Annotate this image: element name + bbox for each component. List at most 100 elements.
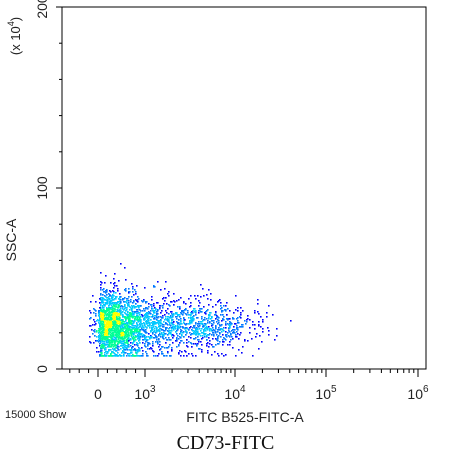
data-point [215, 311, 217, 313]
data-point [113, 291, 115, 293]
data-point [134, 348, 136, 350]
data-point [150, 347, 152, 349]
data-point [215, 338, 217, 340]
data-point [101, 323, 103, 325]
data-point [130, 329, 132, 331]
data-point [221, 324, 223, 326]
data-point [146, 317, 148, 319]
data-point [244, 340, 246, 342]
data-point [139, 337, 141, 339]
data-point [118, 333, 120, 335]
data-point [115, 313, 117, 315]
data-point [201, 311, 203, 313]
data-point [123, 316, 125, 318]
data-point [118, 321, 120, 323]
data-point [115, 323, 117, 325]
data-point [148, 311, 150, 313]
data-point [208, 314, 210, 316]
data-point [115, 302, 117, 304]
data-point [117, 348, 119, 350]
data-point [134, 329, 136, 331]
data-point [132, 328, 134, 330]
data-point [156, 316, 158, 318]
data-point [249, 332, 251, 334]
data-point [122, 298, 124, 300]
data-point [136, 342, 138, 344]
data-point [111, 318, 113, 320]
data-point [196, 334, 198, 336]
data-point [102, 339, 104, 341]
data-point [178, 322, 180, 324]
data-point [163, 335, 165, 337]
data-point [212, 346, 214, 348]
data-point [181, 311, 183, 313]
data-point [107, 300, 109, 302]
data-point [112, 311, 114, 313]
data-point [104, 329, 106, 331]
data-point [129, 323, 131, 325]
data-point [108, 326, 110, 328]
data-point [242, 324, 244, 326]
data-point [133, 325, 135, 327]
data-point [115, 329, 117, 331]
data-point [203, 306, 205, 308]
data-point [122, 306, 124, 308]
data-point [131, 321, 133, 323]
data-point [140, 326, 142, 328]
data-point [158, 323, 160, 325]
data-point [116, 312, 118, 314]
data-point [107, 330, 109, 332]
data-point [100, 347, 102, 349]
data-point [126, 318, 128, 320]
data-point [90, 301, 92, 303]
data-point [148, 318, 150, 320]
data-point [127, 334, 129, 336]
data-point [196, 333, 198, 335]
data-point [120, 296, 122, 298]
data-point [106, 338, 108, 340]
data-point [195, 310, 197, 312]
data-point [122, 308, 124, 310]
data-point [141, 300, 143, 302]
data-point [242, 326, 244, 328]
data-point [135, 328, 137, 330]
data-point [103, 324, 105, 326]
data-point [128, 317, 130, 319]
data-point [225, 305, 227, 307]
data-point [167, 318, 169, 320]
data-point [190, 320, 192, 322]
data-point [94, 324, 96, 326]
data-point [124, 326, 126, 328]
data-point [121, 328, 123, 330]
data-point [143, 300, 145, 302]
data-point [100, 310, 102, 312]
data-point [113, 302, 115, 304]
data-point [157, 313, 159, 315]
data-point [211, 354, 213, 356]
data-point [219, 332, 221, 334]
data-point [178, 319, 180, 321]
data-point [261, 341, 263, 343]
data-point [195, 314, 197, 316]
data-point [121, 323, 123, 325]
data-point [169, 332, 171, 334]
data-point [217, 338, 219, 340]
data-point [207, 309, 209, 311]
data-point [145, 329, 147, 331]
data-point [113, 336, 115, 338]
data-point [130, 301, 132, 303]
data-point [120, 263, 122, 265]
data-point [257, 303, 259, 305]
data-point [192, 330, 194, 332]
data-point [192, 312, 194, 314]
data-point [218, 335, 220, 337]
data-point [106, 289, 108, 291]
data-point [110, 315, 112, 317]
data-point [145, 351, 147, 353]
data-point [201, 321, 203, 323]
data-point [225, 354, 227, 356]
data-point [146, 313, 148, 315]
data-point [235, 355, 237, 357]
data-point [126, 345, 128, 347]
data-point [162, 324, 164, 326]
